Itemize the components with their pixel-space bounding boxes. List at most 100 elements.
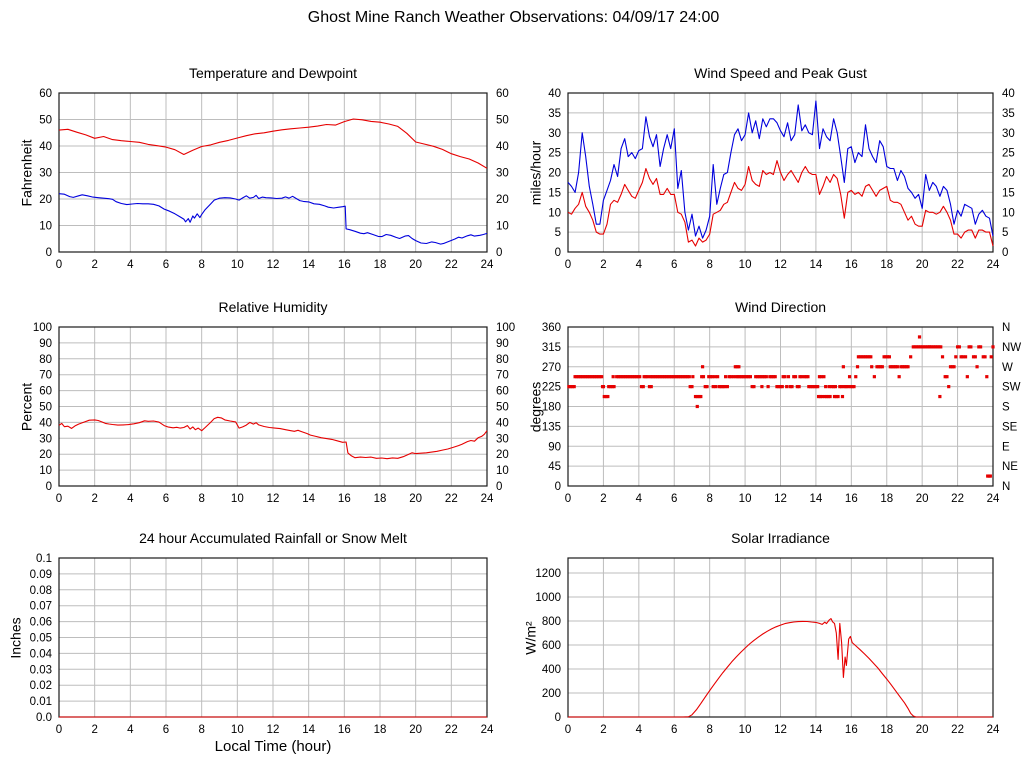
svg-text:6: 6 [163, 724, 169, 736]
svg-text:20: 20 [916, 724, 929, 736]
plot-area: 0.0 0.01 0.02 0.03 0.04 0.05 0.06 0.07 0.08 0.09 0… [30, 553, 494, 736]
svg-text:22: 22 [445, 259, 458, 271]
svg-text:30: 30 [496, 168, 509, 180]
svg-text:70: 70 [496, 370, 509, 382]
svg-text:40: 40 [39, 141, 52, 153]
svg-text:35: 35 [1002, 108, 1015, 120]
svg-text:40: 40 [1002, 88, 1015, 100]
svg-text:12: 12 [267, 724, 280, 736]
svg-text:20: 20 [916, 259, 929, 271]
svg-text:100: 100 [33, 322, 52, 334]
svg-text:0: 0 [56, 493, 62, 505]
svg-text:30: 30 [39, 168, 52, 180]
svg-text:20: 20 [496, 449, 509, 461]
svg-text:8: 8 [198, 493, 204, 505]
svg-text:22: 22 [951, 259, 964, 271]
svg-text:0.04: 0.04 [30, 648, 53, 660]
svg-text:180: 180 [542, 402, 561, 414]
svg-text:8: 8 [198, 259, 204, 271]
svg-text:10: 10 [1002, 207, 1015, 219]
svg-text:16: 16 [338, 724, 351, 736]
svg-text:24: 24 [481, 724, 494, 736]
svg-text:40: 40 [496, 141, 509, 153]
chart-title: Relative Humidity [218, 299, 328, 315]
svg-text:40: 40 [496, 417, 509, 429]
svg-text:0: 0 [1002, 247, 1008, 259]
svg-text:1200: 1200 [535, 568, 561, 580]
svg-text:0: 0 [56, 724, 62, 736]
svg-text:1000: 1000 [535, 592, 561, 604]
svg-text:10: 10 [39, 465, 52, 477]
svg-text:90: 90 [39, 338, 52, 350]
svg-text:0: 0 [565, 259, 571, 271]
svg-text:NW: NW [1002, 342, 1021, 354]
svg-text:0: 0 [555, 481, 561, 493]
svg-text:2: 2 [91, 259, 97, 271]
svg-text:0: 0 [496, 247, 502, 259]
svg-text:60: 60 [496, 88, 509, 100]
svg-text:135: 135 [542, 421, 561, 433]
svg-text:2: 2 [600, 259, 606, 271]
svg-text:W: W [1002, 362, 1013, 374]
svg-text:8: 8 [706, 259, 712, 271]
svg-text:5: 5 [1002, 227, 1008, 239]
svg-text:0.05: 0.05 [30, 633, 52, 645]
svg-text:16: 16 [338, 493, 351, 505]
x-axis-label: Local Time (hour) [214, 738, 332, 755]
svg-text:8: 8 [198, 724, 204, 736]
svg-text:14: 14 [810, 259, 823, 271]
svg-text:100: 100 [496, 322, 515, 334]
chart-title: Wind Speed and Peak Gust [694, 65, 867, 81]
svg-text:0: 0 [56, 259, 62, 271]
svg-text:22: 22 [951, 724, 964, 736]
svg-text:14: 14 [810, 724, 823, 736]
svg-text:10: 10 [548, 207, 561, 219]
svg-text:0.0: 0.0 [36, 712, 52, 724]
svg-text:50: 50 [496, 115, 509, 127]
svg-text:0: 0 [565, 493, 571, 505]
svg-text:30: 30 [496, 433, 509, 445]
svg-text:25: 25 [1002, 148, 1015, 160]
svg-text:18: 18 [880, 493, 893, 505]
svg-text:NE: NE [1002, 461, 1018, 473]
svg-text:16: 16 [338, 259, 351, 271]
svg-text:14: 14 [302, 724, 315, 736]
svg-text:4: 4 [636, 259, 643, 271]
svg-text:0: 0 [46, 247, 52, 259]
chart-title: Solar Irradiance [731, 530, 830, 546]
svg-text:20: 20 [409, 493, 422, 505]
svg-text:0.03: 0.03 [30, 664, 52, 676]
svg-text:10: 10 [739, 259, 752, 271]
svg-text:35: 35 [548, 108, 561, 120]
svg-text:18: 18 [880, 724, 893, 736]
svg-text:24: 24 [481, 259, 494, 271]
svg-text:60: 60 [39, 88, 52, 100]
svg-text:90: 90 [496, 338, 509, 350]
svg-text:0: 0 [555, 247, 561, 259]
svg-text:2: 2 [600, 724, 606, 736]
svg-text:20: 20 [409, 259, 422, 271]
svg-text:10: 10 [496, 221, 509, 233]
svg-text:50: 50 [39, 402, 52, 414]
svg-text:18: 18 [374, 493, 387, 505]
svg-text:10: 10 [739, 493, 752, 505]
svg-text:70: 70 [39, 370, 52, 382]
svg-text:200: 200 [542, 688, 561, 700]
svg-text:4: 4 [127, 724, 134, 736]
svg-text:SW: SW [1002, 382, 1021, 394]
svg-text:0: 0 [496, 481, 502, 493]
svg-text:4: 4 [636, 493, 643, 505]
chart-title: 24 hour Accumulated Rainfall or Snow Mel… [139, 530, 407, 546]
svg-text:15: 15 [548, 187, 561, 199]
svg-text:12: 12 [774, 493, 787, 505]
svg-text:N: N [1002, 481, 1010, 493]
svg-text:0: 0 [555, 712, 561, 724]
svg-text:0.07: 0.07 [30, 601, 52, 613]
svg-text:12: 12 [267, 493, 280, 505]
svg-text:20: 20 [496, 194, 509, 206]
svg-text:16: 16 [845, 259, 858, 271]
svg-text:24: 24 [987, 493, 1000, 505]
